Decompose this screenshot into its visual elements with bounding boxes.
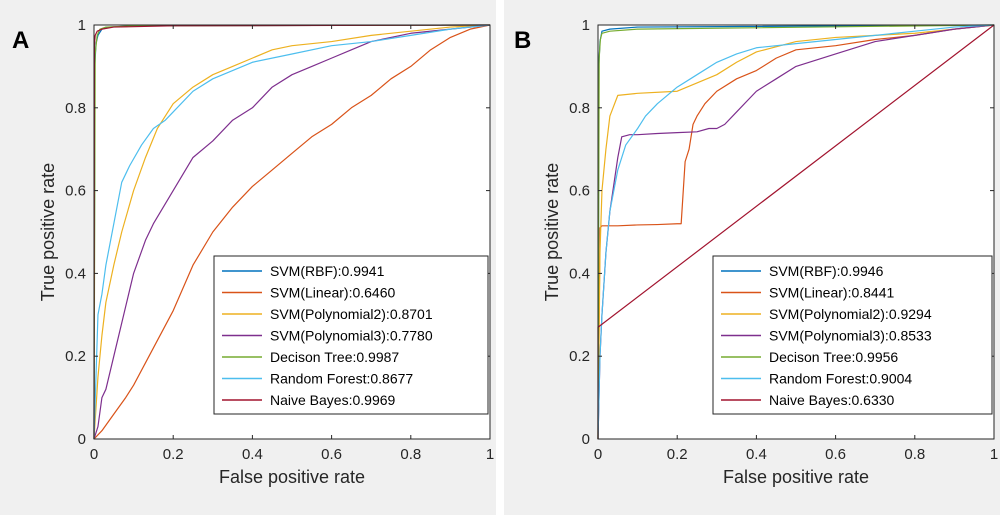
legend-label: SVM(Linear):0.6460 <box>270 285 396 301</box>
legend-label: Decison Tree:0.9956 <box>769 349 898 365</box>
series-line-6 <box>597 24 995 440</box>
legend-label: SVM(RBF):0.9946 <box>769 263 884 279</box>
x-tick-label: 0 <box>594 446 602 463</box>
x-tick-label: 1 <box>486 446 494 463</box>
y-tick-label: 0.8 <box>569 100 590 117</box>
legend-label: SVM(Polynomial2):0.9294 <box>769 306 932 322</box>
legend-label: SVM(Polynomial3):0.8533 <box>769 328 932 344</box>
y-tick-label: 0.2 <box>569 348 590 365</box>
legend-label: SVM(Polynomial3):0.7780 <box>270 328 433 344</box>
axes-box <box>597 24 995 440</box>
series-line-2 <box>597 24 995 440</box>
x-tick-label: 0.8 <box>400 446 421 463</box>
legend: SVM(RBF):0.9946 SVM(Linear):0.8441 SVM(Pol… <box>712 255 993 415</box>
series-line-4 <box>93 24 491 440</box>
y-tick-label: 0.6 <box>569 183 590 200</box>
axes-box <box>93 24 491 440</box>
x-axis-label: False positive rate <box>219 467 365 487</box>
legend-box <box>213 255 489 415</box>
legend-label: Naive Bayes:0.6330 <box>769 392 895 408</box>
legend-label: SVM(Polynomial2):0.8701 <box>270 306 433 322</box>
series-line-5 <box>93 24 491 440</box>
roc-chart-a: A 0 0.2 0.4 0.6 0.8 1 0 0.2 0.4 0.6 0.8 1 False posit… <box>12 17 494 487</box>
x-tick-label: 0.4 <box>746 446 767 463</box>
x-tick-label: 0.6 <box>321 446 342 463</box>
series-line-5 <box>597 24 995 440</box>
y-axis-label: True positive rate <box>542 163 562 301</box>
legend-label: Naive Bayes:0.9969 <box>270 392 396 408</box>
legend-label: SVM(RBF):0.9941 <box>270 263 385 279</box>
y-tick-label: 0.6 <box>65 183 86 200</box>
roc-chart-b: B 0 0.2 0.4 0.6 0.8 1 0 0.2 0.4 0.6 0.8 1 False posit… <box>514 17 998 487</box>
x-tick-label: 1 <box>990 446 998 463</box>
series-line-3 <box>93 24 491 440</box>
x-axis-label: False positive rate <box>723 467 869 487</box>
legend-label: Random Forest:0.9004 <box>769 371 912 387</box>
panel-letter: B <box>514 27 531 54</box>
legend-label: SVM(Linear):0.8441 <box>769 285 895 301</box>
series-line-7 <box>93 24 491 440</box>
panel-letter: A <box>12 27 29 54</box>
panel-a: A 0 0.2 0.4 0.6 0.8 1 0 0.2 0.4 0.6 0.8 1 False posit… <box>0 0 496 515</box>
x-tick-label: 0.2 <box>667 446 688 463</box>
legend-label: Random Forest:0.8677 <box>270 371 413 387</box>
y-tick-label: 0 <box>78 431 86 448</box>
y-tick-label: 0.4 <box>569 265 590 282</box>
y-tick-label: 1 <box>78 17 86 34</box>
y-tick-label: 0.4 <box>65 265 86 282</box>
y-tick-label: 0.2 <box>65 348 86 365</box>
series-line-2 <box>93 24 491 440</box>
x-tick-label: 0.8 <box>904 446 925 463</box>
panel-b: B 0 0.2 0.4 0.6 0.8 1 0 0.2 0.4 0.6 0.8 1 False posit… <box>504 0 1000 515</box>
x-tick-label: 0.2 <box>163 446 184 463</box>
y-tick-label: 1 <box>582 17 590 34</box>
series-line-6 <box>93 24 491 440</box>
x-tick-label: 0 <box>90 446 98 463</box>
y-tick-label: 0 <box>582 431 590 448</box>
legend-label: Decison Tree:0.9987 <box>270 349 399 365</box>
y-axis-label: True positive rate <box>38 163 58 301</box>
x-tick-label: 0.4 <box>242 446 263 463</box>
y-tick-label: 0.8 <box>65 100 86 117</box>
x-tick-label: 0.6 <box>825 446 846 463</box>
legend: SVM(RBF):0.9941 SVM(Linear):0.6460 SVM(Pol… <box>213 255 489 415</box>
